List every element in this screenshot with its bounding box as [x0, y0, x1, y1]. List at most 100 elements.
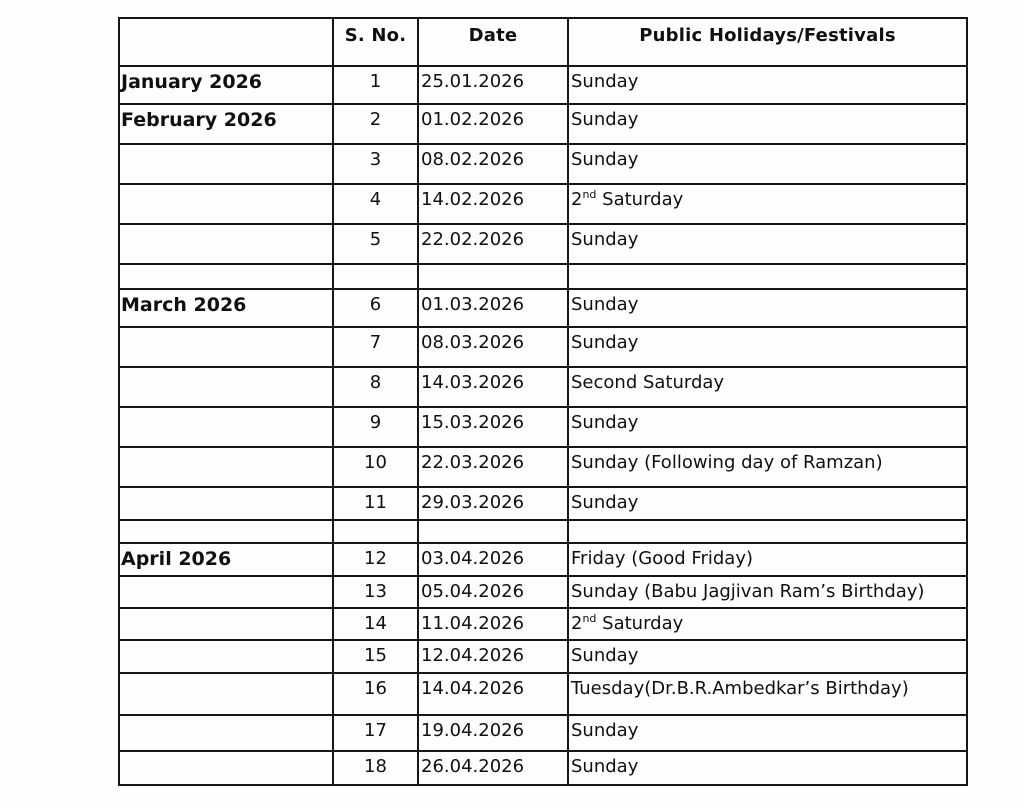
holiday-text: Sunday	[571, 109, 639, 130]
table-row: January 2026 1 25.01.2026 Sunday	[118, 65, 968, 105]
date-cell: 22.02.2026	[417, 223, 569, 265]
date-cell: 03.04.2026	[417, 542, 569, 577]
holiday-text: Sunday (Following day of Ramzan)	[571, 452, 883, 473]
holiday-text: Sunday	[571, 71, 639, 92]
month-cell	[118, 639, 334, 674]
sno-cell: 10	[332, 446, 419, 488]
sno-cell: 6	[332, 288, 419, 328]
date-cell: 11.04.2026	[417, 607, 569, 641]
month-cell	[118, 223, 334, 265]
holiday-text: Saturday	[596, 613, 684, 634]
table-row: February 2026 2 01.02.2026 Sunday	[118, 103, 968, 145]
holiday-cell: Sunday	[567, 714, 968, 752]
holiday-cell: Sunday	[567, 103, 968, 145]
date-cell: 14.03.2026	[417, 366, 569, 408]
date-cell: 12.04.2026	[417, 639, 569, 674]
table-row: 10 22.03.2026 Sunday (Following day of Ram…	[118, 446, 968, 488]
holiday-text: Friday (Good Friday)	[571, 548, 753, 569]
holiday-cell: Sunday	[567, 65, 968, 105]
date-cell: 08.03.2026	[417, 326, 569, 368]
sno-column-header: S. No.	[332, 17, 419, 67]
sno-cell: 4	[332, 183, 419, 225]
date-cell: 14.04.2026	[417, 672, 569, 716]
table-row: 8 14.03.2026 Second Saturday	[118, 366, 968, 408]
month-cell	[118, 263, 334, 290]
table-row: 9 15.03.2026 Sunday	[118, 406, 968, 448]
holiday-cell	[567, 519, 968, 544]
holiday-cell: Sunday	[567, 406, 968, 448]
date-cell: 01.03.2026	[417, 288, 569, 328]
holiday-text: Sunday	[571, 756, 639, 777]
holiday-cell: Sunday (Following day of Ramzan)	[567, 446, 968, 488]
holiday-text: Second Saturday	[571, 372, 725, 393]
holiday-cell: Tuesday(Dr.B.R.Ambedkar’s Birthday)	[567, 672, 968, 716]
month-cell: April 2026	[118, 542, 334, 577]
month-cell: February 2026	[118, 103, 334, 145]
table-row: 7 08.03.2026 Sunday	[118, 326, 968, 368]
date-cell	[417, 263, 569, 290]
sno-cell: 17	[332, 714, 419, 752]
table-row: 17 19.04.2026 Sunday	[118, 714, 968, 752]
month-cell	[118, 714, 334, 752]
month-column-header	[118, 17, 334, 67]
holiday-text: Tuesday(Dr.B.R.Ambedkar’s Birthday)	[571, 678, 909, 699]
header-row: S. No. Date Public Holidays/Festivals	[118, 17, 968, 67]
holiday-cell: Sunday	[567, 639, 968, 674]
sno-cell: 3	[332, 143, 419, 185]
date-cell: 22.03.2026	[417, 446, 569, 488]
holiday-text: Sunday	[571, 332, 639, 353]
holiday-cell	[567, 263, 968, 290]
date-cell: 05.04.2026	[417, 575, 569, 609]
sno-cell: 9	[332, 406, 419, 448]
holiday-text: 2	[571, 613, 583, 634]
month-cell	[118, 575, 334, 609]
month-cell: January 2026	[118, 65, 334, 105]
sno-cell: 5	[332, 223, 419, 265]
holiday-text: Sunday	[571, 294, 639, 315]
holiday-text: Sunday	[571, 645, 639, 666]
date-cell: 15.03.2026	[417, 406, 569, 448]
date-cell: 14.02.2026	[417, 183, 569, 225]
month-cell	[118, 143, 334, 185]
sno-cell: 1	[332, 65, 419, 105]
date-cell: 25.01.2026	[417, 65, 569, 105]
sno-cell: 8	[332, 366, 419, 408]
holiday-cell: 2nd Saturday	[567, 183, 968, 225]
date-cell	[417, 519, 569, 544]
holiday-cell: Second Saturday	[567, 366, 968, 408]
holiday-cell: Sunday	[567, 750, 968, 786]
table-row: 3 08.02.2026 Sunday	[118, 143, 968, 185]
public-holidays-table: S. No. Date Public Holidays/Festivals Ja…	[118, 17, 968, 786]
holiday-text: Sunday	[571, 492, 639, 513]
month-cell	[118, 446, 334, 488]
sno-cell: 14	[332, 607, 419, 641]
table-row: 16 14.04.2026 Tuesday(Dr.B.R.Ambedkar’s Bi…	[118, 672, 968, 716]
date-column-header: Date	[417, 17, 569, 67]
month-cell: March 2026	[118, 288, 334, 328]
holiday-text: Sunday	[571, 412, 639, 433]
sno-cell: 11	[332, 486, 419, 521]
holiday-text: Sunday (Babu Jagjivan Ram’s Birthday)	[571, 581, 925, 602]
table-row: 4 14.02.2026 2nd Saturday	[118, 183, 968, 225]
table-row: 14 11.04.2026 2nd Saturday	[118, 607, 968, 641]
month-cell	[118, 406, 334, 448]
holiday-cell: Sunday	[567, 223, 968, 265]
month-cell	[118, 366, 334, 408]
spacer-row	[118, 519, 968, 544]
table-row: 18 26.04.2026 Sunday	[118, 750, 968, 786]
holiday-cell: Sunday	[567, 326, 968, 368]
holiday-column-header: Public Holidays/Festivals	[567, 17, 968, 67]
holiday-cell: Sunday (Babu Jagjivan Ram’s Birthday)	[567, 575, 968, 609]
sno-cell: 2	[332, 103, 419, 145]
holiday-cell: Sunday	[567, 486, 968, 521]
sno-cell: 13	[332, 575, 419, 609]
holiday-text: Sunday	[571, 229, 639, 250]
month-cell	[118, 607, 334, 641]
table-row: 15 12.04.2026 Sunday	[118, 639, 968, 674]
month-cell	[118, 519, 334, 544]
holiday-text: Sunday	[571, 149, 639, 170]
table-body: January 2026 1 25.01.2026 Sunday February 20…	[118, 65, 968, 786]
holiday-text: Sunday	[571, 720, 639, 741]
month-cell	[118, 750, 334, 786]
